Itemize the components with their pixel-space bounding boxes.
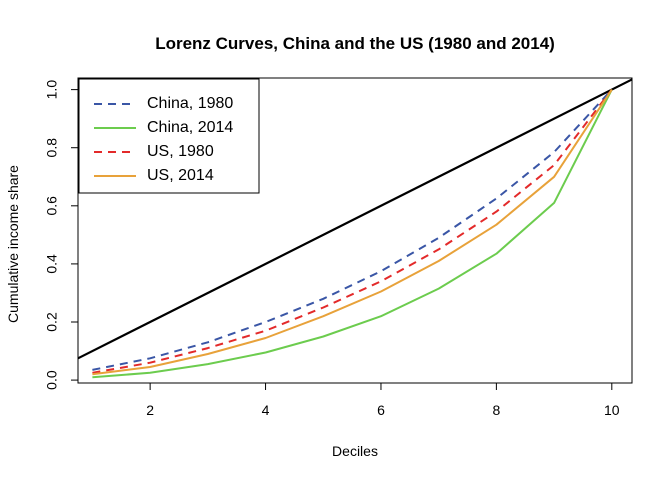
series-line-3 [92, 89, 613, 376]
y-tick-label: 0.6 [44, 196, 60, 216]
x-tick-label: 8 [492, 402, 500, 418]
x-tick-label: 6 [377, 402, 385, 418]
plot-lines [78, 78, 632, 379]
legend-label-3: US, 2014 [147, 167, 214, 184]
series-line-2 [92, 88, 613, 374]
x-tick-label: 10 [604, 402, 620, 418]
y-tick-label: 1.0 [44, 80, 60, 100]
legend: China, 1980 China, 2014 US, 1980 US, 2014 [78, 78, 260, 194]
series-line-0 [92, 88, 613, 371]
x-axis-label: Deciles [332, 443, 378, 459]
y-axis: 0.0 0.2 0.4 0.6 0.8 1.0 [44, 80, 79, 390]
chart-title: Lorenz Curves, China and the US (1980 an… [155, 34, 555, 53]
y-axis-label: Cumulative income share [5, 165, 21, 323]
x-axis: 2 4 6 8 10 [146, 382, 620, 418]
y-tick-label: 0.8 [44, 138, 60, 158]
x-tick-label: 4 [262, 402, 270, 418]
equality-line [78, 78, 632, 360]
series-line-1 [92, 89, 613, 379]
legend-box [78, 78, 260, 194]
legend-label-0: China, 1980 [147, 95, 233, 112]
y-tick-label: 0.4 [44, 254, 60, 274]
legend-label-1: China, 2014 [147, 119, 233, 136]
y-tick-label: 0.2 [44, 312, 60, 332]
y-tick-label: 0.0 [44, 370, 60, 390]
legend-items: China, 1980 China, 2014 US, 1980 US, 2014 [94, 95, 233, 184]
legend-label-2: US, 1980 [147, 143, 214, 160]
x-tick-label: 2 [146, 402, 154, 418]
